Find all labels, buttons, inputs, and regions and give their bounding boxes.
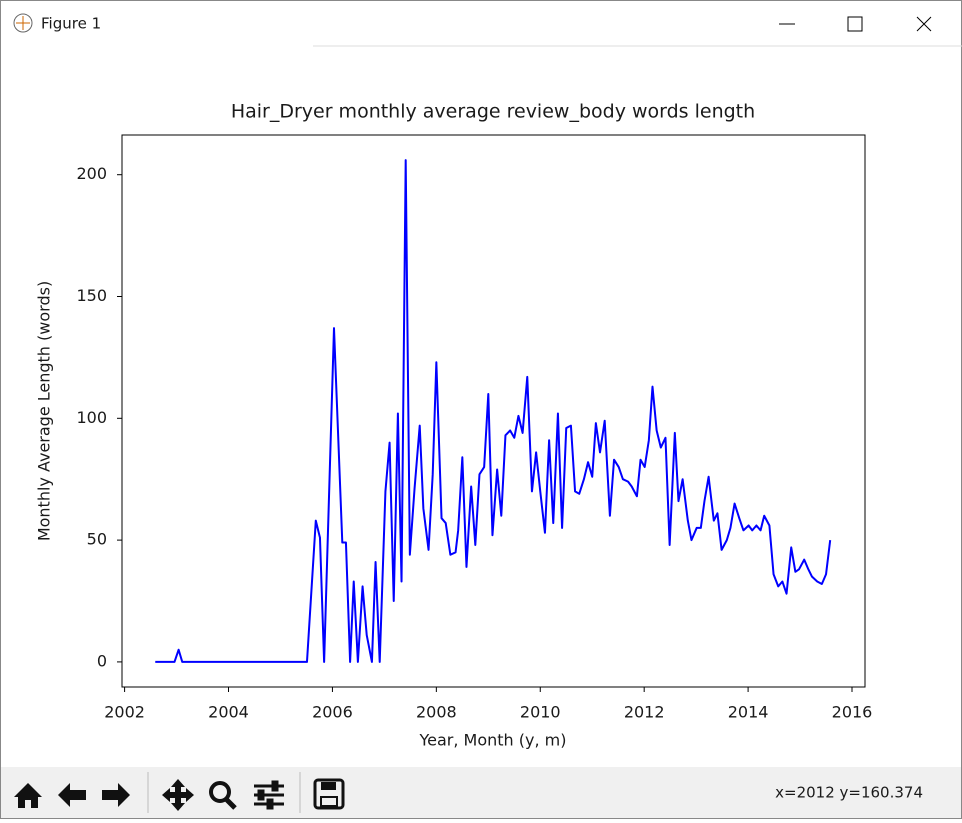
- pan-button[interactable]: [162, 779, 194, 811]
- x-tick-label: 2004: [208, 703, 249, 722]
- plot: 2002 2004 2006 2008 2010 2012 2014 2016 0 50 100 15…: [76, 159, 873, 722]
- back-button[interactable]: [58, 783, 86, 807]
- home-button[interactable]: [14, 783, 42, 808]
- y-tick-label: 200: [76, 164, 107, 183]
- app-icon-mark: [16, 16, 30, 30]
- zoom-button[interactable]: [209, 781, 237, 810]
- x-tick-label: 2008: [416, 703, 457, 722]
- x-tick-label: 2010: [520, 703, 561, 722]
- y-axis-label: Monthly Average Length (words): [35, 281, 54, 541]
- status-text: x=2012 y=160.374: [775, 784, 923, 802]
- x-tick-label: 2016: [832, 703, 873, 722]
- close-button[interactable]: [916, 16, 932, 32]
- forward-button[interactable]: [102, 783, 130, 807]
- x-tick-label: 2012: [624, 703, 665, 722]
- axes-frame: [121, 134, 866, 688]
- x-tick-label: 2006: [312, 703, 353, 722]
- x-tick-label: 2014: [728, 703, 769, 722]
- maximize-button[interactable]: [847, 16, 863, 32]
- save-button[interactable]: [313, 778, 345, 810]
- configure-button[interactable]: [254, 780, 284, 810]
- x-tick-label: 2002: [104, 703, 145, 722]
- chart-title: Hair_Dryer monthly average review_body w…: [231, 101, 755, 123]
- window-title: Figure 1: [41, 15, 101, 33]
- y-tick-label: 100: [76, 408, 107, 427]
- data-line: [155, 159, 832, 663]
- x-axis-label: Year, Month (y, m): [419, 731, 567, 750]
- y-tick-label: 150: [76, 286, 107, 305]
- toolbar: [1, 767, 961, 818]
- toolbar-buttons: [14, 778, 345, 811]
- y-tick-label: 0: [97, 651, 107, 670]
- y-tick-label: 50: [87, 530, 107, 549]
